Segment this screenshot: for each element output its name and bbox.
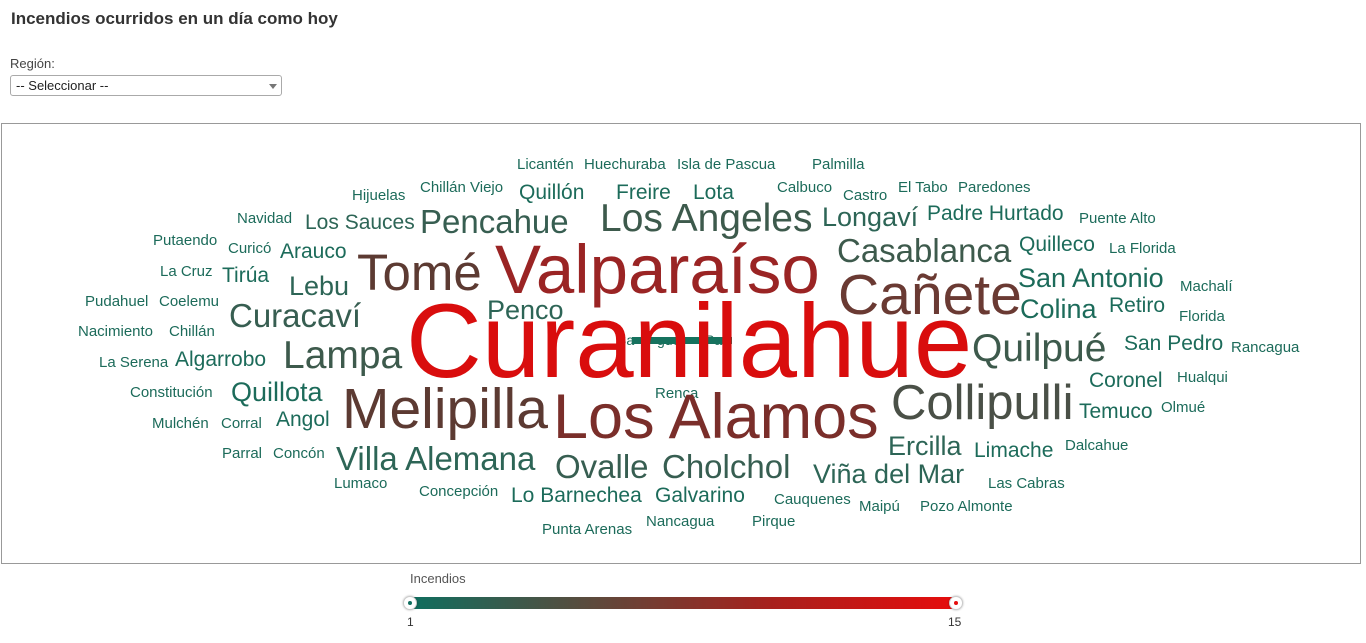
cloud-word[interactable]: Calbuco — [777, 179, 833, 196]
cloud-word[interactable]: San Antonio — [1018, 263, 1164, 293]
cloud-word[interactable]: Renca — [655, 385, 699, 402]
cloud-word[interactable]: Temuco — [1079, 400, 1153, 423]
range-min-handle[interactable] — [403, 596, 417, 610]
cloud-word[interactable]: El Tabo — [898, 179, 948, 196]
cloud-word[interactable]: Curacaví — [229, 297, 362, 334]
cloud-word[interactable]: Lumaco — [334, 475, 388, 492]
cloud-word[interactable]: Cañete — [838, 263, 1022, 327]
word-cloud: Sa guel Paz Licantén Huechuraba Isla de … — [1, 123, 1361, 564]
chevron-down-icon — [269, 84, 277, 89]
cloud-word[interactable]: Maipú — [859, 498, 900, 515]
cloud-word[interactable]: Coelemu — [159, 293, 220, 310]
cloud-word[interactable]: San Pedro — [1124, 332, 1224, 355]
cloud-word[interactable]: Lebu — [289, 271, 350, 301]
cloud-word[interactable]: Tomé — [357, 244, 482, 301]
cloud-word[interactable]: Quilpué — [972, 327, 1107, 370]
legend-min-label: 1 — [407, 615, 414, 629]
cloud-word[interactable]: Angol — [276, 408, 330, 431]
cloud-word[interactable]: Constitución — [130, 384, 213, 401]
cloud-word[interactable]: Los Alamos — [553, 382, 879, 452]
cloud-word[interactable]: Las Cabras — [988, 475, 1065, 492]
cloud-word[interactable]: Los Angeles — [600, 197, 813, 240]
cloud-word[interactable]: Pirque — [752, 513, 796, 530]
cloud-word[interactable]: Cholchol — [662, 448, 791, 485]
region-label: Región: — [10, 56, 55, 71]
region-select-value: -- Seleccionar -- — [16, 78, 109, 93]
cloud-word[interactable]: Penco — [487, 295, 564, 325]
cloud-word[interactable]: Viña del Mar — [813, 459, 965, 489]
cloud-word[interactable]: Florida — [1179, 308, 1225, 325]
cloud-word[interactable]: Pozo Almonte — [920, 498, 1013, 515]
page-title: Incendios ocurridos en un día como hoy — [11, 9, 338, 28]
cloud-word[interactable]: Cauquenes — [774, 491, 851, 508]
cloud-word[interactable]: Chillán — [169, 323, 215, 340]
cloud-word[interactable]: Freire — [616, 181, 671, 204]
legend-title: Incendios — [410, 571, 466, 586]
cloud-word[interactable]: Machalí — [1180, 278, 1233, 295]
cloud-word[interactable]: Ovalle — [555, 448, 649, 485]
cloud-word[interactable]: La Cruz — [160, 263, 213, 280]
cloud-word[interactable]: Parral — [222, 445, 263, 462]
color-scale-bar — [410, 597, 956, 609]
cloud-word[interactable]: Concón — [273, 445, 325, 462]
cloud-word[interactable]: La Florida — [1109, 240, 1176, 257]
cloud-word[interactable]: Tirúa — [222, 264, 270, 287]
cloud-word[interactable]: Rancagua — [1231, 339, 1300, 356]
cloud-word[interactable]: Quilleco — [1019, 233, 1095, 256]
cloud-word-cluster — [632, 337, 732, 344]
cloud-word[interactable]: Quillón — [519, 181, 585, 204]
cloud-word[interactable]: Pencahue — [420, 203, 569, 240]
cloud-word[interactable]: Colina — [1020, 294, 1097, 324]
cloud-word[interactable]: Collipulli — [891, 376, 1074, 430]
cloud-word[interactable]: Galvarino — [655, 484, 745, 507]
cloud-word[interactable]: Hijuelas — [352, 187, 406, 204]
cloud-word[interactable]: Lo Barnechea — [511, 484, 642, 507]
cloud-word[interactable]: Curanilahue — [406, 283, 973, 400]
cloud-word[interactable]: La Serena — [99, 354, 169, 371]
cloud-word[interactable]: Punta Arenas — [542, 521, 633, 538]
cloud-word[interactable]: Nacimiento — [78, 323, 154, 340]
cloud-word[interactable]: Putaendo — [153, 232, 218, 249]
cloud-word[interactable]: Retiro — [1109, 294, 1166, 317]
cloud-word[interactable]: Olmué — [1161, 399, 1206, 416]
cloud-word[interactable]: Lampa — [283, 334, 403, 377]
cloud-word[interactable]: Nancagua — [646, 513, 715, 530]
cloud-word[interactable]: Huechuraba — [584, 156, 666, 173]
cloud-word[interactable]: Coronel — [1089, 369, 1163, 392]
cloud-word[interactable]: Paredones — [958, 179, 1031, 196]
cloud-word[interactable]: Sa — [617, 332, 635, 348]
cloud-word[interactable]: Chillán Viejo — [420, 179, 504, 196]
cloud-word[interactable]: Valparaíso — [495, 231, 820, 308]
cloud-word[interactable]: Villa Alemana — [336, 440, 536, 477]
cloud-word[interactable]: Palmilla — [812, 156, 865, 173]
cloud-word[interactable]: Castro — [843, 187, 888, 204]
cloud-word[interactable]: Isla de Pascua — [677, 156, 776, 173]
cloud-word[interactable]: Padre Hurtado — [927, 202, 1064, 225]
region-select[interactable]: -- Seleccionar -- — [10, 75, 282, 96]
cloud-word[interactable]: Ercilla — [888, 431, 962, 461]
cloud-word[interactable]: Casablanca — [837, 232, 1012, 269]
cloud-word[interactable]: Corral — [221, 415, 262, 432]
cloud-word[interactable]: Quillota — [231, 377, 323, 407]
cloud-word[interactable]: Longaví — [822, 202, 919, 232]
cloud-word[interactable]: Mulchén — [152, 415, 209, 432]
cloud-word[interactable]: Hualqui — [1177, 369, 1228, 386]
range-max-handle[interactable] — [949, 596, 963, 610]
cloud-word[interactable]: Arauco — [280, 240, 347, 263]
cloud-word[interactable]: Algarrobo — [175, 348, 267, 371]
cloud-word[interactable]: Lota — [693, 181, 734, 204]
cloud-word[interactable]: Limache — [974, 439, 1054, 462]
cloud-word[interactable]: Melipilla — [342, 377, 548, 441]
cloud-word[interactable]: Concepción — [419, 483, 499, 500]
cloud-word[interactable]: Puente Alto — [1079, 210, 1156, 227]
cloud-word[interactable]: Curicó — [228, 240, 272, 257]
cloud-word[interactable]: Navidad — [237, 210, 293, 227]
legend-max-label: 15 — [948, 615, 962, 629]
cloud-word[interactable]: Pudahuel — [85, 293, 149, 310]
cloud-word[interactable]: Los Sauces — [305, 211, 415, 234]
cloud-word[interactable]: Licantén — [517, 156, 574, 173]
cloud-word[interactable]: Dalcahue — [1065, 437, 1129, 454]
